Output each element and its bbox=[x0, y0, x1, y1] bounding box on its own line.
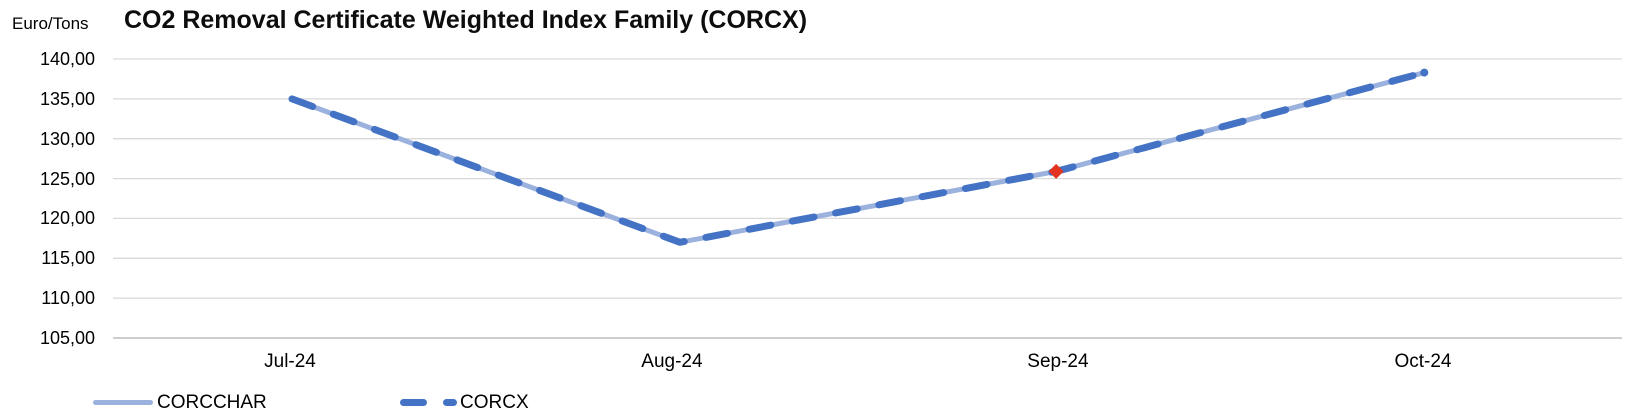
y-axis-tick: 120,00 bbox=[39, 208, 95, 229]
y-axis-tick: 110,00 bbox=[41, 288, 95, 309]
y-axis-tick: 135,00 bbox=[39, 88, 95, 109]
legend-label-corcchar: CORCCHAR bbox=[157, 391, 267, 413]
corcx-line bbox=[288, 69, 1428, 246]
x-axis-tick: Sep-24 bbox=[1027, 351, 1089, 372]
latest-value-marker bbox=[1048, 163, 1064, 179]
y-axis-tick: 130,00 bbox=[39, 128, 95, 149]
y-axis-tick: 125,00 bbox=[39, 168, 95, 189]
legend-item-corcx: CORCX bbox=[400, 390, 529, 415]
y-axis-tick: 115,00 bbox=[41, 248, 95, 269]
legend-label-corcx: CORCX bbox=[460, 391, 529, 413]
corcchar-line bbox=[289, 70, 1427, 245]
y-axis-tick: 105,00 bbox=[39, 328, 95, 348]
legend-item-corcchar: CORCCHAR bbox=[93, 390, 267, 415]
x-axis-tick: Aug-24 bbox=[641, 351, 703, 372]
corcchar-line-swatch bbox=[93, 400, 153, 405]
y-axis-unit-label: Euro/Tons bbox=[12, 14, 89, 33]
x-axis-tick: Oct-24 bbox=[1394, 351, 1452, 372]
x-axis-tick: Jul-24 bbox=[264, 351, 316, 372]
chart-title: CO2 Removal Certificate Weighted Index F… bbox=[124, 6, 808, 34]
line-end-dot bbox=[1420, 68, 1429, 77]
y-axis-tick: 140,00 bbox=[39, 49, 95, 69]
corcx-line-swatch bbox=[400, 399, 457, 406]
